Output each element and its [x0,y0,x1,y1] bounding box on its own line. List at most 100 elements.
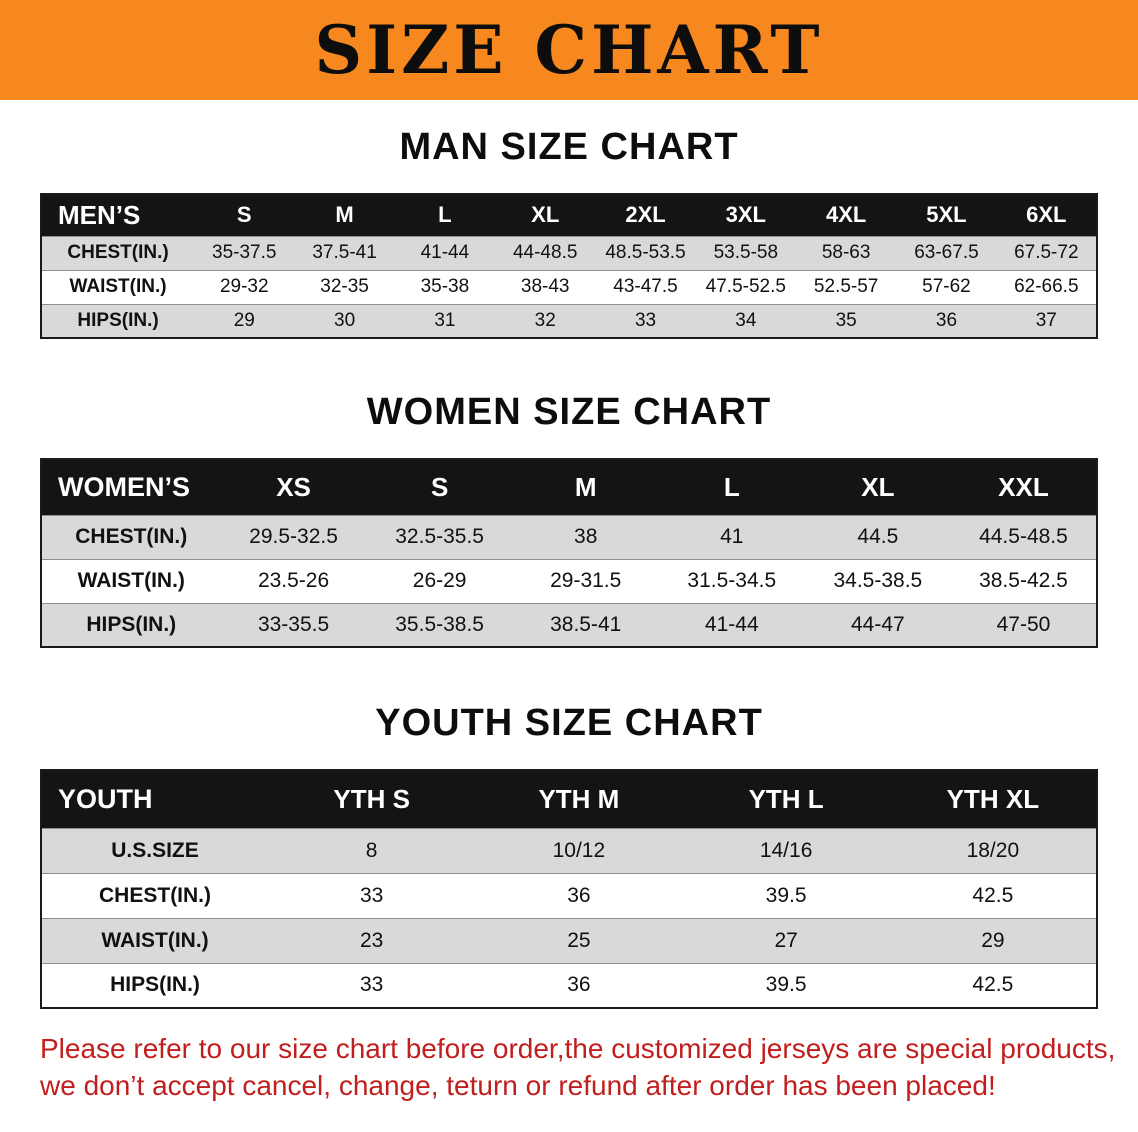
size-column-header: YTH M [475,770,683,828]
table-row: CHEST(IN.) 35-37.5 37.5-41 41-44 44-48.5 48.5… [41,236,1097,270]
size-value-cell: 35 [835,309,857,331]
disclaimer-line-1: Please refer to our size chart before or… [40,1033,1116,1064]
size-value-cell: 26-29 [412,569,467,592]
size-value-cell: 36 [935,309,958,331]
size-value-cell: 42.5 [972,973,1014,997]
size-value-cell: 33 [359,973,384,997]
size-value-cell: 32 [534,309,556,331]
size-value-cell: 44.5 [857,525,899,548]
size-value-cell: 47-50 [996,612,1051,636]
disclaimer-line-2: we don’t accept cancel, change, teturn o… [40,1069,996,1101]
row-label: WAIST(IN.) [69,276,167,297]
size-value-cell: 34 [735,309,757,331]
table-header-row: YOUTH YTH S YTH M YTH L YTH XL [41,770,1097,828]
table-row: U.S.SIZE 8 10/12 14/16 18/20 [41,828,1097,873]
size-value-cell: 29 [981,928,1005,952]
size-value-cell: 52.5-57 [813,276,879,297]
size-value-cell: 41-44 [704,612,759,636]
table-row: HIPS(IN.) 29 30 31 32 33 34 35 36 37 [41,304,1097,338]
size-value-cell: 23 [359,928,384,952]
size-value-cell: 67.5-72 [1014,242,1079,263]
page-title: SIZE CHART [314,11,824,89]
size-value-cell: 23.5-26 [257,569,330,592]
youth-size-table: YOUTH YTH S YTH M YTH L YTH XL U.S.SIZE 8 10/12… [40,769,1098,1009]
size-value-cell: 35.5-38.5 [395,612,484,636]
row-label: CHEST(IN.) [67,242,169,263]
size-value-cell: 38 [574,525,598,548]
row-label: U.S.SIZE [111,838,199,862]
table-row: WAIST(IN.) 23 25 27 29 [41,918,1097,963]
size-value-cell: 27 [774,928,798,952]
size-value-cell: 25 [567,928,591,952]
disclaimer: Please refer to our size chart before or… [40,1031,1118,1105]
size-value-cell: 44.5-48.5 [979,525,1068,548]
size-value-cell: 39.5 [765,973,807,997]
table-row: WAIST(IN.) 23.5-26 26-29 29-31.5 31.5-34.5 34… [41,559,1097,603]
size-value-cell: 37.5-41 [312,242,377,263]
table-row: HIPS(IN.) 33 36 39.5 42.5 [41,963,1097,1008]
size-value-cell: 63-67.5 [914,242,979,263]
size-column-header: L [658,459,805,515]
size-value-cell: 29-32 [219,276,269,297]
size-value-cell: 35-38 [420,276,470,297]
size-value-cell: 44-48.5 [512,242,578,263]
size-value-cell: 33 [634,309,657,331]
size-value-cell: 42.5 [972,883,1014,907]
table-row: CHEST(IN.) 33 36 39.5 42.5 [41,873,1097,918]
size-column-header: 4XL [795,194,897,236]
size-column-header: XL [804,459,951,515]
size-value-cell: 29 [233,309,255,331]
size-value-cell: 41-44 [420,242,470,263]
table-corner-label: MEN’S [41,194,195,236]
size-value-cell: 18/20 [966,838,1020,862]
size-value-cell: 39.5 [765,883,807,907]
size-value-cell: 33 [359,883,384,907]
women-section-heading: WOMEN SIZE CHART [366,391,772,433]
size-value-cell: 48.5-53.5 [605,242,686,263]
row-label: HIPS(IN.) [110,973,200,997]
size-value-cell: 62-66.5 [1014,276,1079,297]
size-value-cell: 38.5-42.5 [979,569,1068,592]
size-column-header: YTH L [682,770,890,828]
table-header-row: WOMEN’S XS S M L XL XXL [41,459,1097,515]
women-size-table: WOMEN’S XS S M L XL XXL CHEST(IN.) 29.5-32.5 32.5… [40,458,1098,648]
table-row: WAIST(IN.) 29-32 32-35 35-38 38-43 43-47.5 47.… [41,270,1097,304]
size-column-header: 5XL [896,194,997,236]
size-value-cell: 32.5-35.5 [395,525,484,548]
size-column-header: S [194,194,295,236]
table-row: HIPS(IN.) 33-35.5 35.5-38.5 38.5-41 41-44 44-… [41,603,1097,647]
size-value-cell: 58-63 [821,242,871,263]
size-value-cell: 44-47 [851,612,905,636]
size-value-cell: 10/12 [552,838,606,862]
row-label: CHEST(IN.) [99,883,212,907]
row-label: WAIST(IN.) [101,928,209,952]
size-value-cell: 36 [567,883,591,907]
size-column-header: 2XL [595,194,696,236]
size-column-header: 6XL [996,194,1097,236]
table-corner-label: YOUTH [41,770,269,828]
size-value-cell: 41 [720,525,744,548]
row-label: WAIST(IN.) [77,569,185,592]
size-value-cell: 43-47.5 [613,276,678,297]
size-column-header: XL [495,194,596,236]
size-value-cell: 30 [334,309,356,331]
size-column-header: M [294,194,395,236]
size-value-cell: 57-62 [922,276,971,297]
size-column-header: XXL [950,459,1097,515]
size-value-cell: 14/16 [759,838,813,862]
men-section-heading: MAN SIZE CHART [399,126,739,168]
women-size-section: WOMEN SIZE CHART WOMEN’S XS S M L XL XXL CHEST(… [0,391,1138,648]
size-column-header: M [512,459,659,515]
size-value-cell: 38-43 [520,276,570,297]
size-chart-page: SIZE CHART MAN SIZE CHART MEN’S S M L XL 2XL 3… [0,0,1138,1105]
row-label: HIPS(IN.) [86,612,177,636]
size-value-cell: 53.5-58 [713,242,779,263]
size-value-cell: 33-35.5 [257,612,330,636]
size-value-cell: 47.5-52.5 [705,276,786,297]
size-column-header: 3XL [695,194,796,236]
size-value-cell: 38.5-41 [550,612,622,636]
table-corner-label: WOMEN’S [41,459,221,515]
size-column-header: L [394,194,496,236]
size-value-cell: 31 [434,309,456,331]
men-size-section: MAN SIZE CHART MEN’S S M L XL 2XL 3XL 4XL 5XL 6XL… [0,126,1138,339]
